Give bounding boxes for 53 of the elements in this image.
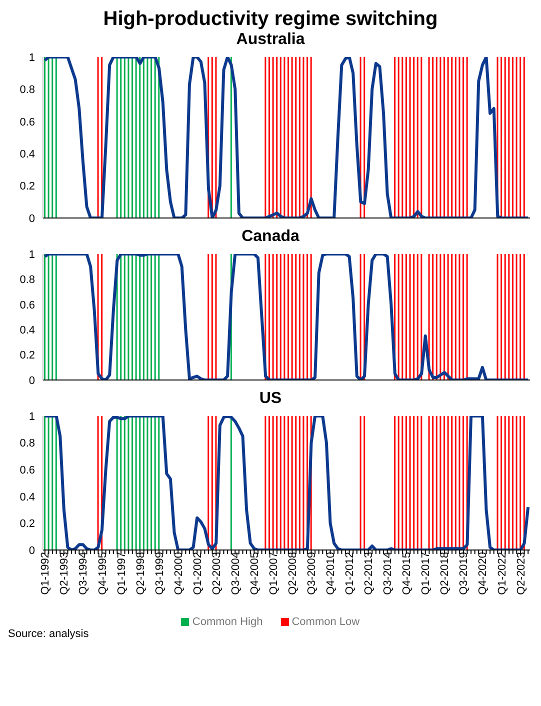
line-series xyxy=(43,254,530,380)
line-series xyxy=(43,57,530,218)
x-tick-label: Q2-2008 xyxy=(287,552,300,595)
x-tick-label: Q2-2023 xyxy=(515,552,528,595)
y-tick-label: 0.8 xyxy=(20,84,35,96)
x-tick-label: Q1-2002 xyxy=(192,552,204,595)
x-tick-label: Q3-2009 xyxy=(306,552,318,595)
x-tick-label: Q4-2015 xyxy=(401,552,414,595)
y-tick-label: 1 xyxy=(28,410,35,423)
y-tick-label: 0.4 xyxy=(20,148,35,161)
x-tick-label: Q1-2012 xyxy=(344,552,356,595)
x-tick-label: Q1-1992 xyxy=(40,552,52,595)
x-tick-label: Q1-1997 xyxy=(116,552,128,595)
y-tick-label: 0 xyxy=(28,374,35,387)
x-tick-label: Q1-2022 xyxy=(496,552,508,595)
y-tick-label: 0.6 xyxy=(20,464,35,477)
chart-subtitle: Australia xyxy=(235,31,306,49)
legend-label: Common Low xyxy=(290,616,360,628)
chart-title: High-productivity regime switching xyxy=(102,8,439,31)
y-tick-label: 0.2 xyxy=(20,350,35,362)
x-tick-label: Q1-2017 xyxy=(420,552,432,595)
y-tick-label: 0.4 xyxy=(20,491,35,504)
x-tick-label: Q3-2014 xyxy=(382,552,394,595)
y-tick-label: 0.2 xyxy=(20,180,35,193)
y-tick-label: 1 xyxy=(28,248,35,261)
x-tick-label: Q4-2000 xyxy=(172,552,185,595)
y-tick-label: 0.8 xyxy=(20,274,35,286)
x-tick-label: Q4-2005 xyxy=(248,552,261,595)
x-tick-label: Q2-2013 xyxy=(363,552,376,595)
y-tick-label: 0.4 xyxy=(20,324,35,337)
x-tick-label: Q2-2003 xyxy=(210,552,223,595)
legend-label: Common High xyxy=(191,616,263,628)
source-note: Source: analysis xyxy=(8,628,90,640)
x-tick-label: Q3-2004 xyxy=(230,552,242,595)
y-tick-label: 0.6 xyxy=(20,299,35,312)
x-tick-label: Q2-1993 xyxy=(58,552,71,595)
y-tick-label: 0.6 xyxy=(20,116,35,128)
chart-title: US xyxy=(258,390,283,408)
chart-title: Canada xyxy=(240,228,300,246)
x-tick-label: Q4-2010 xyxy=(325,552,338,595)
x-tick-label: Q2-1998 xyxy=(134,552,147,595)
y-tick-label: 0.2 xyxy=(20,518,35,530)
x-tick-label: Q4-2020 xyxy=(477,552,490,595)
x-tick-label: Q3-2019 xyxy=(458,552,470,595)
x-tick-label: Q3-1994 xyxy=(78,552,90,595)
y-tick-label: 0 xyxy=(28,212,35,225)
y-tick-label: 0 xyxy=(28,544,35,557)
x-tick-label: Q4-1995 xyxy=(96,552,109,595)
y-tick-label: 1 xyxy=(28,52,35,64)
x-tick-label: Q1-2007 xyxy=(268,552,280,595)
y-tick-label: 0.8 xyxy=(20,438,35,450)
x-tick-label: Q2-2018 xyxy=(439,552,452,595)
x-tick-label: Q3-1999 xyxy=(154,552,166,595)
